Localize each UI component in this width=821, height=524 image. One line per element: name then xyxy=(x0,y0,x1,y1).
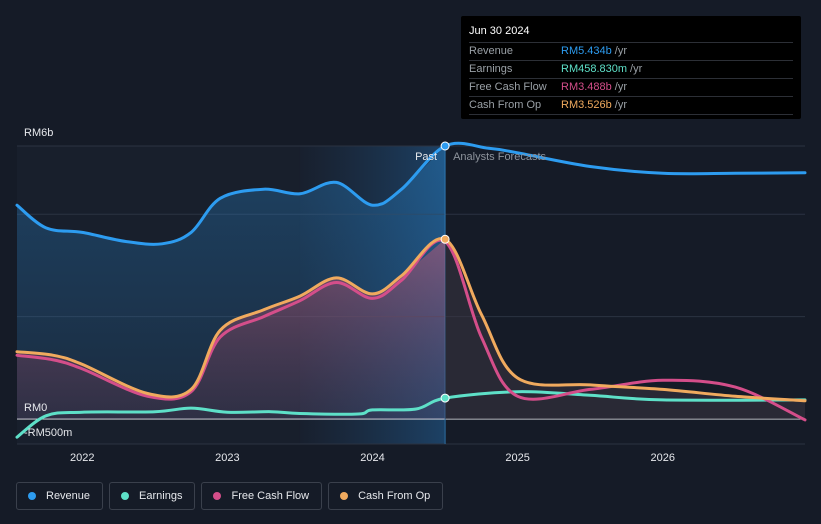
y-tick-label: RM0 xyxy=(24,402,47,414)
legend-label: Earnings xyxy=(139,490,183,502)
tooltip-label: Earnings xyxy=(469,63,513,75)
legend-label: Cash From Op xyxy=(358,490,431,502)
x-tick-label: 2024 xyxy=(360,452,384,464)
x-tick-label: 2025 xyxy=(505,452,529,464)
earnings-marker xyxy=(440,393,450,403)
x-tick-label: 2026 xyxy=(651,452,675,464)
x-tick-label: 2022 xyxy=(70,452,94,464)
cash-from-op-line xyxy=(15,237,807,403)
tooltip-value: RM3.488b xyxy=(561,81,612,93)
revenue-marker xyxy=(440,141,450,151)
tooltip-unit: /yr xyxy=(614,81,627,93)
legend-dot-icon xyxy=(121,492,130,500)
y-tick-label: RM6b xyxy=(24,127,53,139)
forecast-label: Analysts Forecasts xyxy=(453,151,546,163)
tooltip-value: RM5.434b xyxy=(561,45,612,57)
tooltip-value: RM458.830m xyxy=(561,63,628,75)
tooltip-value: RM3.526b xyxy=(561,99,612,111)
revenue-line xyxy=(15,141,807,246)
tooltip-unit: /yr xyxy=(614,45,627,57)
legend-dot-icon xyxy=(28,492,36,500)
legend: Revenue Earnings Free Cash Flow Cash Fro… xyxy=(16,482,444,510)
tooltip-row-cash-from-op: Cash From Op RM3.526b /yr xyxy=(469,97,793,115)
y-tick-label: -RM500m xyxy=(24,427,72,439)
tooltip-row-revenue: Revenue RM5.434b /yr xyxy=(469,43,793,61)
tooltip-label: Revenue xyxy=(469,45,514,57)
tooltip-unit: /yr xyxy=(614,99,627,111)
free-cash-flow-line xyxy=(15,238,807,422)
tooltip-date: Jun 30 2024 xyxy=(469,24,793,43)
tooltip-label: Free Cash Flow xyxy=(469,81,547,93)
legend-label: Free Cash Flow xyxy=(231,490,310,502)
tooltip: Jun 30 2024 Revenue RM5.434b /yr Earning… xyxy=(461,16,801,119)
legend-item-revenue[interactable]: Revenue xyxy=(16,482,104,510)
earnings-line xyxy=(15,390,807,439)
past-label: Past xyxy=(415,151,437,163)
tooltip-label: Cash From Op xyxy=(469,99,542,111)
legend-label: Revenue xyxy=(46,490,91,502)
x-tick-label: 2023 xyxy=(215,452,239,464)
legend-item-free-cash-flow[interactable]: Free Cash Flow xyxy=(201,482,323,510)
legend-item-earnings[interactable]: Earnings xyxy=(109,482,196,510)
legend-dot-icon xyxy=(213,492,222,500)
tooltip-row-earnings: Earnings RM458.830m /yr xyxy=(469,61,793,79)
cash-from-op-marker xyxy=(440,234,450,244)
tooltip-row-free-cash-flow: Free Cash Flow RM3.488b /yr xyxy=(469,79,793,97)
legend-item-cash-from-op[interactable]: Cash From Op xyxy=(328,482,444,510)
legend-dot-icon xyxy=(340,492,349,500)
tooltip-unit: /yr xyxy=(630,63,643,75)
